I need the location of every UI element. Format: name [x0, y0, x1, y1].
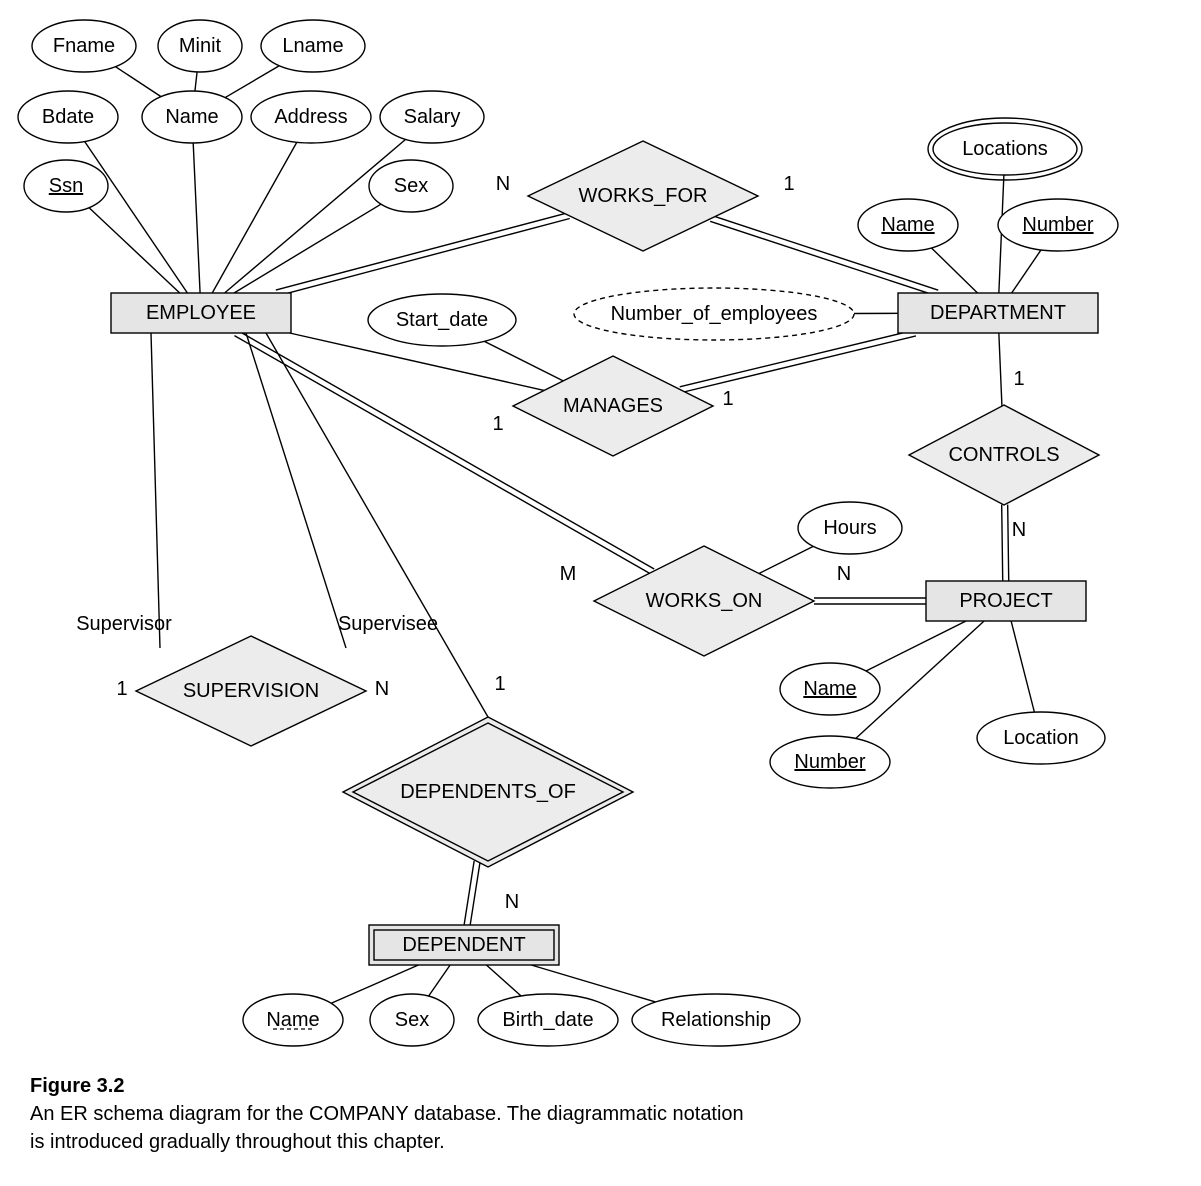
entity-label: DEPENDENT — [402, 934, 525, 956]
attribute-label: Ssn — [49, 175, 83, 197]
entity-label: DEPARTMENT — [930, 302, 1066, 324]
cardinality-label: 1 — [783, 173, 794, 195]
entity-label: PROJECT — [959, 590, 1052, 612]
attribute-label: Locations — [962, 138, 1048, 160]
cardinality-label: N — [1012, 519, 1026, 541]
attribute-label: Salary — [404, 106, 461, 128]
role-label: Supervisor — [76, 613, 172, 635]
relationship-label: CONTROLS — [948, 444, 1059, 466]
cardinality-label: N — [837, 563, 851, 585]
attribute-label: Birth_date — [502, 1009, 593, 1031]
attribute-label: Minit — [179, 35, 222, 57]
attribute-label: Lname — [282, 35, 343, 57]
attribute-label: Sex — [395, 1009, 429, 1031]
attribute-label: Relationship — [661, 1009, 771, 1031]
role-label: Supervisee — [338, 613, 438, 635]
cardinality-label: 1 — [722, 388, 733, 410]
relationship-label: WORKS_ON — [646, 590, 763, 612]
cardinality-label: N — [505, 891, 519, 913]
attribute-label: Name — [803, 678, 856, 700]
relationship-label: SUPERVISION — [183, 680, 319, 702]
caption-line-1: An ER schema diagram for the COMPANY dat… — [30, 1100, 1171, 1128]
attribute-label: Number — [794, 751, 865, 773]
relationships: WORKS_FOR MANAGES CONTROLS WORKS_ON SUPERVIS… — [136, 141, 1099, 867]
attribute-label: Sex — [394, 175, 428, 197]
attribute-label: Fname — [53, 35, 115, 57]
attribute-label: Address — [274, 106, 347, 128]
relationship-label: MANAGES — [563, 395, 663, 417]
attribute-label: Name — [881, 214, 934, 236]
relationship-label: WORKS_FOR — [579, 185, 708, 207]
cardinality-label: 1 — [494, 673, 505, 695]
figure-caption: Figure 3.2 An ER schema diagram for the … — [0, 1060, 1201, 1186]
attribute-label: Bdate — [42, 106, 94, 128]
caption-line-2: is introduced gradually throughout this … — [30, 1128, 1171, 1156]
cardinality-label: N — [375, 678, 389, 700]
attribute-label: Number — [1022, 214, 1093, 236]
attributes: Fname Minit Lname Bdate Name Address Salary Ssn… — [18, 20, 1118, 1046]
attribute-label: Location — [1003, 727, 1079, 749]
entity-label: EMPLOYEE — [146, 302, 256, 324]
caption-title: Figure 3.2 — [30, 1072, 1171, 1100]
attribute-label: Hours — [823, 517, 876, 539]
cardinality-label: N — [496, 173, 510, 195]
relationship-label: DEPENDENTS_OF — [400, 781, 576, 803]
attribute-label: Start_date — [396, 309, 488, 331]
cardinality-label: M — [560, 563, 577, 585]
cardinality-label: 1 — [1013, 368, 1024, 390]
er-diagram: N1111NMN1SupervisorNSupervisee1NWORKS_FO… — [0, 0, 1201, 1060]
attribute-label: Number_of_employees — [611, 303, 818, 325]
cardinality-label: 1 — [492, 413, 503, 435]
attribute-label: Name — [266, 1009, 319, 1031]
attribute-label: Name — [165, 106, 218, 128]
cardinality-label: 1 — [116, 678, 127, 700]
